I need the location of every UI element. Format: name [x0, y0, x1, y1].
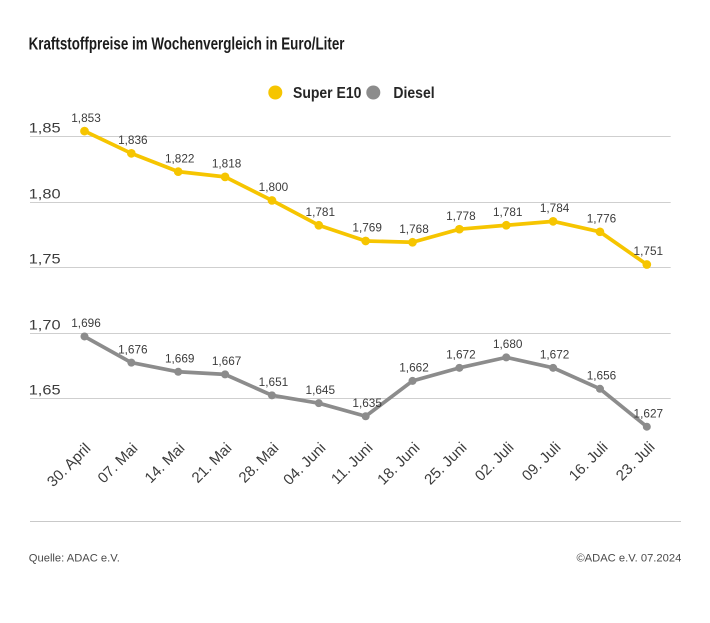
svg-text:1,672: 1,672	[446, 348, 476, 362]
svg-text:1,776: 1,776	[587, 212, 617, 226]
svg-text:1,778: 1,778	[446, 209, 476, 223]
svg-text:1,85: 1,85	[29, 120, 61, 136]
svg-text:1,65: 1,65	[29, 382, 61, 398]
svg-text:1,80: 1,80	[29, 186, 61, 202]
svg-text:1,635: 1,635	[352, 396, 382, 410]
svg-text:1,836: 1,836	[118, 133, 148, 147]
svg-text:1,800: 1,800	[259, 180, 289, 194]
svg-text:1,669: 1,669	[165, 351, 195, 365]
svg-text:Super E10: Super E10	[293, 84, 361, 102]
svg-text:1,656: 1,656	[587, 368, 617, 382]
svg-text:Quelle: ADAC e.V.: Quelle: ADAC e.V.	[29, 553, 120, 565]
svg-text:Kraftstoffpreise im Wochenverg: Kraftstoffpreise im Wochenvergleich in E…	[29, 35, 345, 54]
svg-text:1,667: 1,667	[212, 354, 242, 368]
svg-text:1,781: 1,781	[306, 205, 336, 219]
svg-text:1,651: 1,651	[259, 375, 289, 389]
svg-text:1,627: 1,627	[634, 406, 664, 420]
svg-text:1,672: 1,672	[540, 348, 570, 362]
svg-text:1,751: 1,751	[634, 244, 664, 258]
svg-text:1,818: 1,818	[212, 157, 242, 171]
svg-text:1,662: 1,662	[399, 361, 429, 375]
svg-text:1,781: 1,781	[493, 205, 523, 219]
svg-text:1,696: 1,696	[71, 316, 101, 330]
svg-text:1,822: 1,822	[165, 151, 195, 165]
svg-text:Diesel: Diesel	[393, 84, 434, 102]
svg-text:1,853: 1,853	[71, 111, 101, 125]
svg-text:©ADAC e.V. 07.2024: ©ADAC e.V. 07.2024	[576, 553, 681, 565]
svg-text:1,676: 1,676	[118, 342, 148, 356]
svg-text:1,680: 1,680	[493, 337, 523, 351]
svg-text:1,769: 1,769	[352, 221, 382, 235]
svg-text:1,70: 1,70	[29, 317, 61, 333]
svg-text:1,645: 1,645	[306, 383, 336, 397]
svg-text:1,75: 1,75	[29, 251, 61, 267]
svg-text:1,768: 1,768	[399, 222, 429, 236]
svg-text:1,784: 1,784	[540, 201, 570, 215]
